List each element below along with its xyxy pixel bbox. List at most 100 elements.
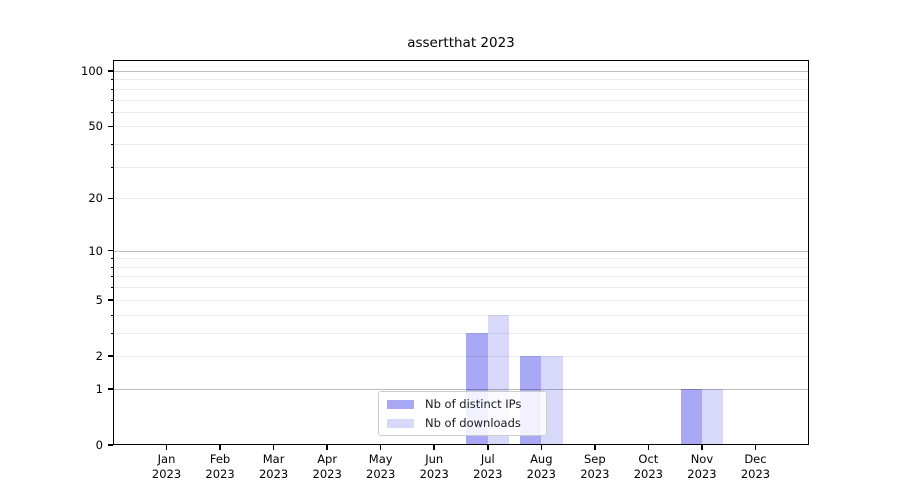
x-tick-mark-jun: [433, 445, 435, 450]
y-minor-tick-mark-6: [110, 287, 113, 289]
x-tick-mark-jan: [165, 445, 168, 450]
legend: Nb of distinct IPs Nb of downloads: [378, 391, 547, 436]
x-tick-month: Sep: [584, 452, 606, 466]
x-tick-year: 2023: [258, 466, 289, 481]
y-tick-label-100: 100: [81, 64, 103, 78]
x-tick-month: Apr: [317, 452, 338, 466]
y-tick-label-1: 1: [95, 381, 103, 396]
gridline-y-40: [113, 144, 809, 146]
gridline-y-50: [113, 126, 809, 128]
x-tick-year: 2023: [312, 466, 342, 481]
y-tick-mark-100: [108, 70, 113, 72]
gridline-y-7: [113, 276, 809, 278]
y-minor-tick-mark-30: [110, 166, 113, 168]
gridline-y-100: [113, 71, 809, 72]
y-minor-tick-mark-4: [110, 314, 113, 316]
gridline-y-1: [113, 388, 809, 390]
plot-area: [113, 60, 809, 445]
x-tick-label-aug: Aug 2023: [509, 452, 573, 481]
y-tick-label-20: 20: [88, 191, 103, 206]
y-tick-mark-10: [108, 249, 113, 252]
y-minor-tick-mark-70: [110, 99, 113, 101]
x-tick-year: 2023: [419, 466, 449, 481]
x-tick-month: Oct: [638, 452, 659, 466]
bar-nov-series1: [701, 388, 724, 445]
y-minor-tick-mark-7: [110, 276, 113, 278]
x-tick-month: Mar: [262, 452, 285, 466]
x-tick-mark-apr: [326, 445, 328, 450]
y-minor-tick-mark-20: [110, 198, 113, 200]
gridline-y-3: [113, 332, 809, 334]
x-tick-mark-may: [379, 445, 382, 450]
y-tick-mark-1: [108, 388, 113, 390]
x-tick-year: 2023: [740, 466, 771, 481]
gridline-y-4: [113, 314, 809, 316]
y-minor-tick-mark-8: [110, 266, 113, 268]
legend-swatch-1: [387, 418, 414, 428]
x-tick-year: 2023: [526, 466, 556, 481]
x-tick-month: Nov: [690, 452, 714, 466]
x-tick-month: Jul: [480, 452, 495, 466]
y-minor-tick-mark-2: [110, 355, 113, 357]
x-tick-month: Feb: [209, 452, 231, 466]
x-tick-label-dec: Dec 2023: [723, 452, 787, 481]
x-tick-mark-mar: [272, 445, 275, 450]
gridline-y-80: [113, 88, 809, 90]
gridline-y-2: [113, 355, 809, 357]
x-tick-label-mar: Mar 2023: [242, 452, 306, 481]
x-tick-month: May: [368, 452, 393, 466]
x-tick-month: Jan: [157, 452, 176, 466]
x-tick-mark-feb: [219, 445, 221, 450]
x-tick-mark-oct: [647, 445, 650, 450]
x-tick-label-feb: Feb 2023: [188, 452, 252, 481]
x-tick-label-jul: Jul 2023: [456, 452, 520, 481]
gridline-y-60: [113, 111, 809, 113]
x-tick-year: 2023: [633, 466, 664, 481]
gridline-y-30: [113, 166, 809, 168]
gridline-y-5: [113, 299, 809, 301]
x-tick-label-apr: Apr 2023: [295, 452, 359, 481]
x-tick-mark-nov: [701, 445, 703, 450]
x-tick-year: 2023: [205, 466, 235, 481]
y-minor-tick-mark-40: [110, 144, 113, 146]
chart-title: assertthat 2023: [407, 35, 515, 51]
x-tick-label-jan: Jan 2023: [135, 452, 199, 481]
y-tick-label-5: 5: [95, 292, 103, 307]
x-tick-label-may: May 2023: [349, 452, 413, 481]
x-tick-label-sep: Sep 2023: [563, 452, 627, 481]
gridline-y-20: [113, 198, 809, 200]
grid-layer: [113, 60, 809, 445]
x-tick-mark-dec: [754, 445, 757, 450]
legend-label-1: Nb of downloads: [425, 416, 521, 430]
legend-entry-0: Nb of distinct IPs: [385, 396, 540, 412]
x-tick-month: Aug: [530, 452, 553, 466]
y-tick-mark-0: [108, 444, 113, 446]
y-tick-label-2: 2: [95, 348, 103, 363]
x-tick-mark-jul: [487, 445, 489, 450]
gridline-y-8: [113, 266, 809, 268]
gridline-y-90: [113, 79, 809, 81]
x-tick-mark-sep: [594, 445, 596, 450]
x-tick-label-oct: Oct 2023: [616, 452, 680, 481]
gridline-y-70: [113, 99, 809, 101]
y-tick-label-10: 10: [88, 243, 103, 258]
y-minor-tick-mark-80: [110, 88, 113, 90]
legend-label-0: Nb of distinct IPs: [425, 397, 522, 411]
gridline-y-6: [113, 287, 809, 289]
x-tick-label-nov: Nov 2023: [670, 452, 734, 481]
gridline-y-9: [113, 258, 809, 260]
x-tick-month: Jun: [425, 452, 444, 466]
x-tick-label-jun: Jun 2023: [402, 452, 466, 481]
y-minor-tick-mark-3: [110, 332, 113, 334]
x-tick-year: 2023: [473, 466, 503, 481]
x-tick-mark-aug: [540, 445, 543, 450]
x-tick-year: 2023: [687, 466, 717, 481]
x-tick-year: 2023: [151, 466, 182, 481]
bar-nov-series0: [680, 388, 702, 445]
x-tick-year: 2023: [580, 466, 610, 481]
y-minor-tick-mark-50: [110, 126, 113, 128]
y-minor-tick-mark-5: [110, 299, 113, 301]
x-tick-month: Dec: [744, 452, 767, 466]
x-tick-year: 2023: [366, 466, 396, 481]
